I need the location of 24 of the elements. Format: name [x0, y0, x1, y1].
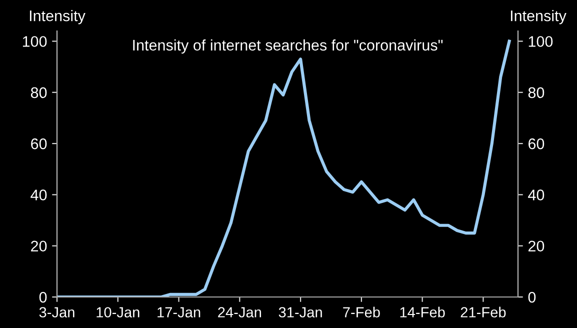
x-tick-label: 14-Feb — [400, 306, 445, 318]
text: Intensity of internet searches for "coronavirus" — [133, 39, 443, 54]
x-tick-label: 24-Jan — [218, 307, 262, 318]
y2-axis-title: Intensity — [510, 10, 566, 24]
x-tick-label: 7-Feb — [343, 306, 380, 318]
y2-tick-label: 20 — [528, 240, 544, 252]
y-tick-label: 20 — [31, 240, 47, 252]
y-tick-label: 80 — [30, 87, 47, 98]
x-tick-label: 21-Feb — [460, 306, 506, 318]
y-tick-label: 100 — [22, 36, 47, 47]
y2-tick-label: 100 — [528, 36, 553, 47]
y2-tick-label: 0 — [528, 292, 536, 303]
x-tick-label: 10-Jan — [96, 307, 140, 318]
y2-tick-label: 60 — [528, 138, 544, 150]
y-tick-label: 60 — [31, 138, 47, 150]
y-tick-label: 40 — [30, 190, 47, 200]
y2-tick-label: 40 — [528, 190, 544, 200]
y2-tick-label: 80 — [528, 87, 544, 98]
x-tick-label: 31-Jan — [278, 307, 322, 318]
x-tick-label: 3-Jan — [39, 307, 74, 318]
y-axis-title: Intensity — [30, 10, 86, 24]
y-tick-label: 0 — [39, 292, 47, 303]
line-series — [57, 40, 511, 297]
x-tick-label: 17-Jan — [158, 307, 200, 318]
